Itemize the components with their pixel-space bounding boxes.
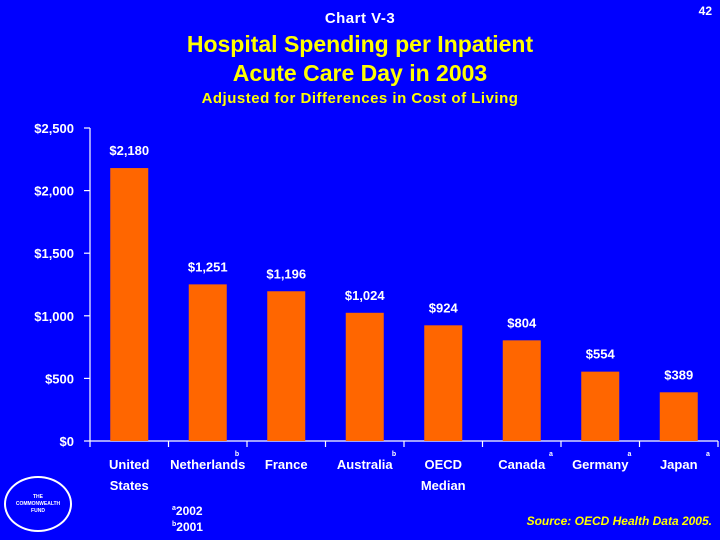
y-tick-label: $500 [45,371,74,386]
source-note: Source: OECD Health Data 2005. [526,514,712,528]
y-tick-label: $1,000 [34,309,74,324]
data-label: $1,196 [266,266,306,281]
category-label: OECD [424,457,462,472]
category-footnote-mark: a [549,451,553,458]
chart-title-line-1: Hospital Spending per Inpatient [186,31,534,57]
footnote-b-text: 2001 [176,520,203,534]
chart-subtitle: Adjusted for Differences in Cost of Livi… [201,90,519,107]
bar [345,312,384,441]
bar [110,168,149,441]
bar [581,371,620,441]
category-label: Netherlands [170,457,245,472]
footnote-b-mark: b [172,521,177,528]
bar [424,325,463,441]
category-label-line-2: Median [421,478,466,493]
category-label: Japan [660,457,698,472]
y-tick-label: $2,000 [34,184,74,199]
bar [267,291,306,441]
bar [659,392,698,441]
category-label: Australia [337,457,393,472]
category-label: Germany [572,457,629,472]
chart-title-line-2: Acute Care Day in 2003 [232,60,488,86]
category-footnote-mark: b [235,451,239,458]
footnote-a-text: 2002 [175,504,203,518]
page-number: 42 [698,4,712,18]
bar [188,284,227,441]
category-footnote-mark: a [628,451,632,458]
logo-line-3: FUND [31,507,45,514]
footnotes: a2002 b2001 [172,502,203,534]
data-label: $2,180 [109,143,149,158]
footnote-b: b2001 [172,518,203,534]
logo-line-1: THE [33,493,43,500]
y-tick-label: $0 [60,434,74,449]
footnote-a: a2002 [172,502,203,518]
footnote-a-mark: a [172,505,176,512]
data-label: $554 [586,347,616,362]
category-label: Canada [498,457,546,472]
bar [502,340,541,441]
data-label: $1,251 [188,259,228,274]
chart-title: Hospital Spending per Inpatient Acute Ca… [0,30,720,88]
category-label: United [109,457,150,472]
y-tick-label: $1,500 [34,246,74,261]
logo-line-2: COMMONWEALTH [15,500,61,507]
data-label: $389 [664,367,693,382]
data-label: $1,024 [345,288,386,303]
category-label: France [265,457,308,472]
commonwealth-fund-logo: THE COMMONWEALTH FUND [4,476,72,532]
category-footnote-mark: a [706,451,710,458]
data-label: $804 [507,315,537,330]
y-tick-label: $2,500 [34,121,74,136]
chart-number-label: Chart V-3 [324,10,396,27]
category-label-line-2: States [110,478,149,493]
data-label: $924 [429,300,459,315]
category-footnote-mark: b [392,451,396,458]
